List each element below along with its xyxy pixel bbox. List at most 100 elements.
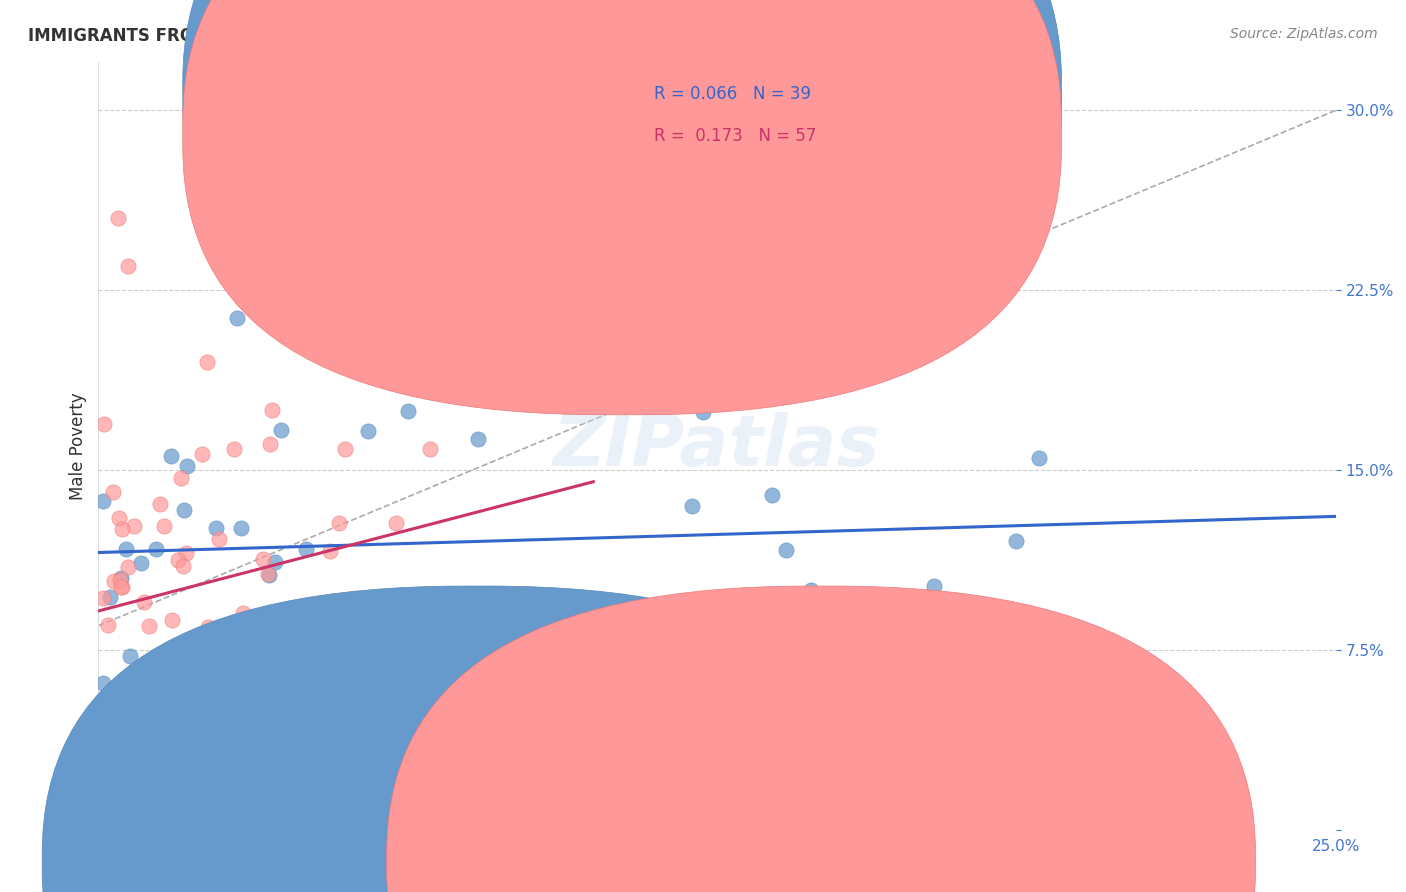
Point bbox=[93, 591, 115, 605]
Point bbox=[538, 611, 561, 625]
Point bbox=[270, 423, 292, 437]
Point bbox=[319, 544, 342, 558]
Point bbox=[138, 798, 160, 813]
Text: IMMIGRANTS FROM BOSNIA AND HERZEGOVINA VS SIERRA LEONEAN MALE POVERTY CORRELATIO: IMMIGRANTS FROM BOSNIA AND HERZEGOVINA V… bbox=[28, 27, 1026, 45]
Point bbox=[692, 405, 714, 419]
Point bbox=[328, 516, 350, 531]
Point bbox=[344, 603, 367, 617]
Point bbox=[259, 568, 281, 582]
Point bbox=[699, 615, 721, 630]
Point bbox=[384, 516, 406, 530]
Point bbox=[212, 798, 235, 813]
Point bbox=[231, 521, 253, 535]
Point bbox=[419, 442, 441, 456]
Point bbox=[136, 762, 159, 776]
Point bbox=[141, 755, 163, 769]
Point bbox=[129, 556, 152, 570]
Point bbox=[761, 488, 783, 502]
Point bbox=[396, 403, 419, 417]
Text: R =  0.173   N = 57: R = 0.173 N = 57 bbox=[654, 127, 815, 145]
Point bbox=[93, 417, 115, 431]
Point bbox=[190, 447, 212, 461]
Point bbox=[775, 543, 797, 558]
Point bbox=[107, 511, 129, 525]
Point bbox=[294, 541, 316, 556]
Point bbox=[204, 521, 226, 535]
Text: Source: ZipAtlas.com: Source: ZipAtlas.com bbox=[1230, 27, 1378, 41]
Point bbox=[242, 684, 264, 698]
Point bbox=[142, 699, 165, 714]
Point bbox=[166, 707, 188, 722]
Point bbox=[467, 432, 489, 446]
Text: ZIPatlas: ZIPatlas bbox=[554, 411, 880, 481]
Point bbox=[252, 552, 274, 566]
Point bbox=[117, 559, 139, 574]
Text: R = 0.066   N = 39: R = 0.066 N = 39 bbox=[654, 85, 811, 103]
Point bbox=[114, 542, 136, 557]
Point bbox=[184, 782, 207, 797]
Point bbox=[93, 494, 115, 508]
Point bbox=[174, 546, 197, 560]
Point bbox=[232, 606, 254, 620]
Point bbox=[176, 458, 198, 473]
Point bbox=[335, 703, 357, 717]
Point bbox=[93, 675, 115, 690]
Point bbox=[170, 471, 193, 485]
Point bbox=[103, 574, 125, 588]
Point bbox=[197, 686, 219, 700]
Point bbox=[110, 580, 132, 594]
Point bbox=[167, 553, 190, 567]
Point bbox=[111, 580, 134, 594]
Point bbox=[922, 579, 945, 593]
Point bbox=[105, 759, 128, 773]
Point bbox=[111, 522, 134, 536]
Point bbox=[110, 573, 132, 587]
Point bbox=[118, 648, 141, 663]
Y-axis label: Male Poverty: Male Poverty bbox=[69, 392, 87, 500]
Point bbox=[138, 619, 160, 633]
Point bbox=[117, 259, 139, 273]
Point bbox=[246, 690, 269, 705]
Point bbox=[159, 449, 181, 463]
Point bbox=[145, 541, 167, 556]
Point bbox=[228, 672, 250, 686]
Point bbox=[115, 720, 138, 734]
Point bbox=[98, 591, 121, 605]
Point bbox=[197, 619, 219, 633]
Point bbox=[173, 502, 195, 516]
Point bbox=[263, 798, 285, 813]
Point bbox=[201, 672, 224, 686]
Point bbox=[97, 618, 120, 632]
Point bbox=[181, 646, 204, 660]
Point bbox=[226, 310, 249, 325]
Text: Sierra Leoneans: Sierra Leoneans bbox=[852, 850, 976, 865]
Point bbox=[153, 519, 176, 533]
Point bbox=[211, 735, 233, 749]
Point bbox=[195, 355, 218, 369]
Point bbox=[110, 571, 132, 585]
Point bbox=[172, 685, 194, 699]
Point bbox=[1005, 533, 1028, 548]
Point bbox=[357, 424, 380, 438]
Point bbox=[122, 519, 145, 533]
Point bbox=[162, 613, 184, 627]
Point bbox=[433, 175, 456, 189]
Point bbox=[101, 485, 124, 500]
Point bbox=[224, 442, 246, 457]
Point bbox=[231, 648, 253, 662]
Point bbox=[107, 211, 129, 226]
Point bbox=[134, 595, 156, 609]
Point bbox=[264, 556, 287, 570]
Point bbox=[260, 403, 283, 417]
Point bbox=[800, 582, 823, 597]
Point bbox=[198, 719, 221, 733]
Point bbox=[208, 533, 231, 547]
Point bbox=[335, 442, 357, 456]
Point bbox=[309, 798, 332, 813]
Point bbox=[256, 566, 278, 581]
Point bbox=[93, 718, 115, 732]
Point bbox=[1028, 450, 1050, 465]
Point bbox=[259, 437, 281, 451]
Point bbox=[681, 499, 703, 513]
Point bbox=[149, 497, 172, 511]
